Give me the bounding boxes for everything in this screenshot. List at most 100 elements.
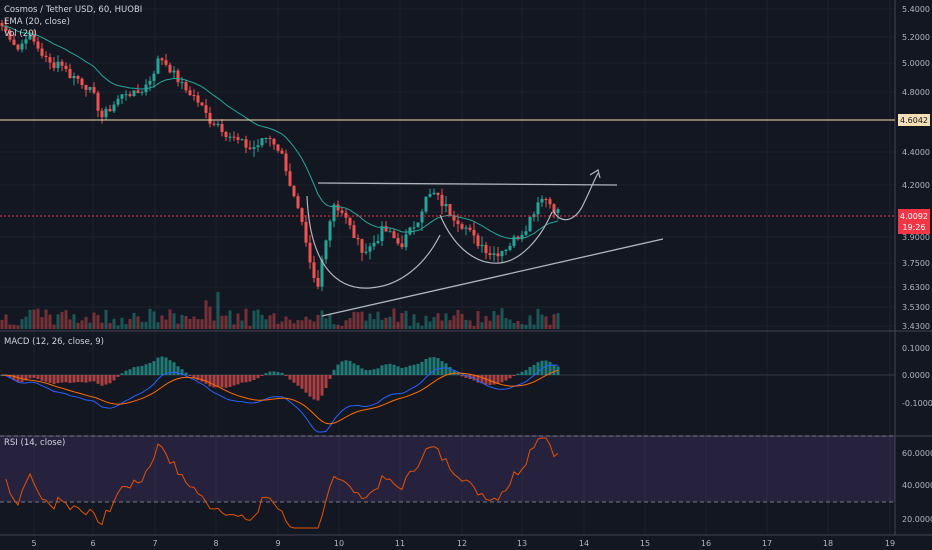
drawing-tools[interactable] [306,169,664,317]
volume-bar [476,311,480,329]
macd-histogram-bar [72,375,76,383]
candle-body [344,212,348,218]
volume-bar [212,320,216,329]
time-axis[interactable]: 5 6 7 8 9 10 11 12 13 14 15 16 17 18 19 [31,539,895,548]
current-price-tag: 4.0092 19:26 [898,209,930,234]
time-tick-label: 13 [517,539,527,548]
time-tick-label: 11 [395,539,405,548]
candle-body [88,87,92,90]
candle-body [96,92,100,111]
macd-histogram-bar [188,375,192,376]
candle-body [20,43,24,50]
candle-body [460,224,464,229]
volume-bar [328,313,332,329]
macd-histogram-bar [76,375,80,383]
volume-bar [468,320,472,329]
volume-bar [368,313,372,329]
volume-bar [80,320,84,329]
volume-bar [504,318,508,329]
price-axis[interactable]: 5.40005.20005.00004.80004.60004.40004.20… [902,5,932,524]
candle-body [72,76,76,79]
volume-bar [136,316,140,329]
candle-body [304,221,308,243]
volume-bar [24,316,28,329]
candle-body [556,209,560,213]
candle-body [220,123,224,133]
candle-body [288,171,292,186]
macd-histogram-bar [388,363,392,375]
macd-histogram-bar [496,375,500,384]
handle-arrow[interactable] [552,172,599,221]
svg-text:19:26: 19:26 [902,223,925,232]
chart-title: Cosmos / Tether USD, 60, HUOBI [4,5,142,15]
volume-bar [340,325,344,329]
volume-bar [376,311,380,329]
time-tick-label: 6 [90,539,95,548]
candle-body [196,95,200,103]
cup-arc-right[interactable] [439,211,553,264]
volume-bar [168,309,172,329]
macd-histogram-bar [220,375,224,388]
candle-body [420,211,424,223]
candle-body [364,251,368,253]
candle-body [100,110,104,118]
candle-body [260,138,264,146]
volume-bar [84,316,88,329]
resistance-line[interactable] [317,182,618,186]
volume-bar [32,309,36,329]
candle-body [36,41,40,49]
macd-histogram-bar [116,375,120,377]
candle-body [56,61,60,69]
macd-histogram-bar [232,375,236,386]
macd-histogram-bar [328,375,332,379]
macd-histogram-bar [484,375,488,385]
candle-body [452,215,456,221]
cup-arc-left[interactable] [306,195,441,289]
volume-bar [104,309,108,329]
volume-bar [540,314,544,329]
candle-body [348,217,352,226]
volume-bar [524,324,528,329]
volume-bar [224,315,228,329]
volume-bar [96,315,100,329]
macd-histogram-bar [144,364,148,375]
volume-bar [272,313,276,329]
candle-body [292,185,296,197]
candle-body [408,227,412,235]
volume-bar [244,308,248,329]
macd-histogram-bar [548,361,552,375]
candle-body [428,194,432,197]
volume-bar [20,319,24,329]
ascending-trend-line[interactable] [321,238,664,317]
volume-bar [452,315,456,329]
candle-body [432,192,436,195]
candle-body [244,139,248,148]
macd-histogram-bar [412,364,416,375]
volume-bar [500,308,504,329]
rsi-tick-label: 60.0000 [902,449,932,458]
macd-histogram-bar [88,375,92,382]
macd-histogram-bar [448,367,452,375]
volume-bar [188,318,192,329]
volume-bars [0,292,560,329]
candle-body [16,44,20,50]
macd-histogram-bar [400,367,404,375]
volume-bar [308,319,312,329]
candle-body [116,98,120,105]
time-tick-label: 16 [701,539,711,548]
candle-body [324,240,328,260]
volume-bar [112,318,116,329]
volume-bar [176,323,180,329]
macd-histogram-bar [136,366,140,375]
volume-bar [264,319,268,329]
macd-histogram-bar [256,375,260,379]
candle-body [108,108,112,112]
volume-bar [196,319,200,329]
volume-bar [288,319,292,329]
macd-histogram-bar [56,375,60,384]
volume-bar [356,312,360,329]
candle-body [340,210,344,213]
candle-body [204,105,208,113]
candle-body [224,132,228,138]
